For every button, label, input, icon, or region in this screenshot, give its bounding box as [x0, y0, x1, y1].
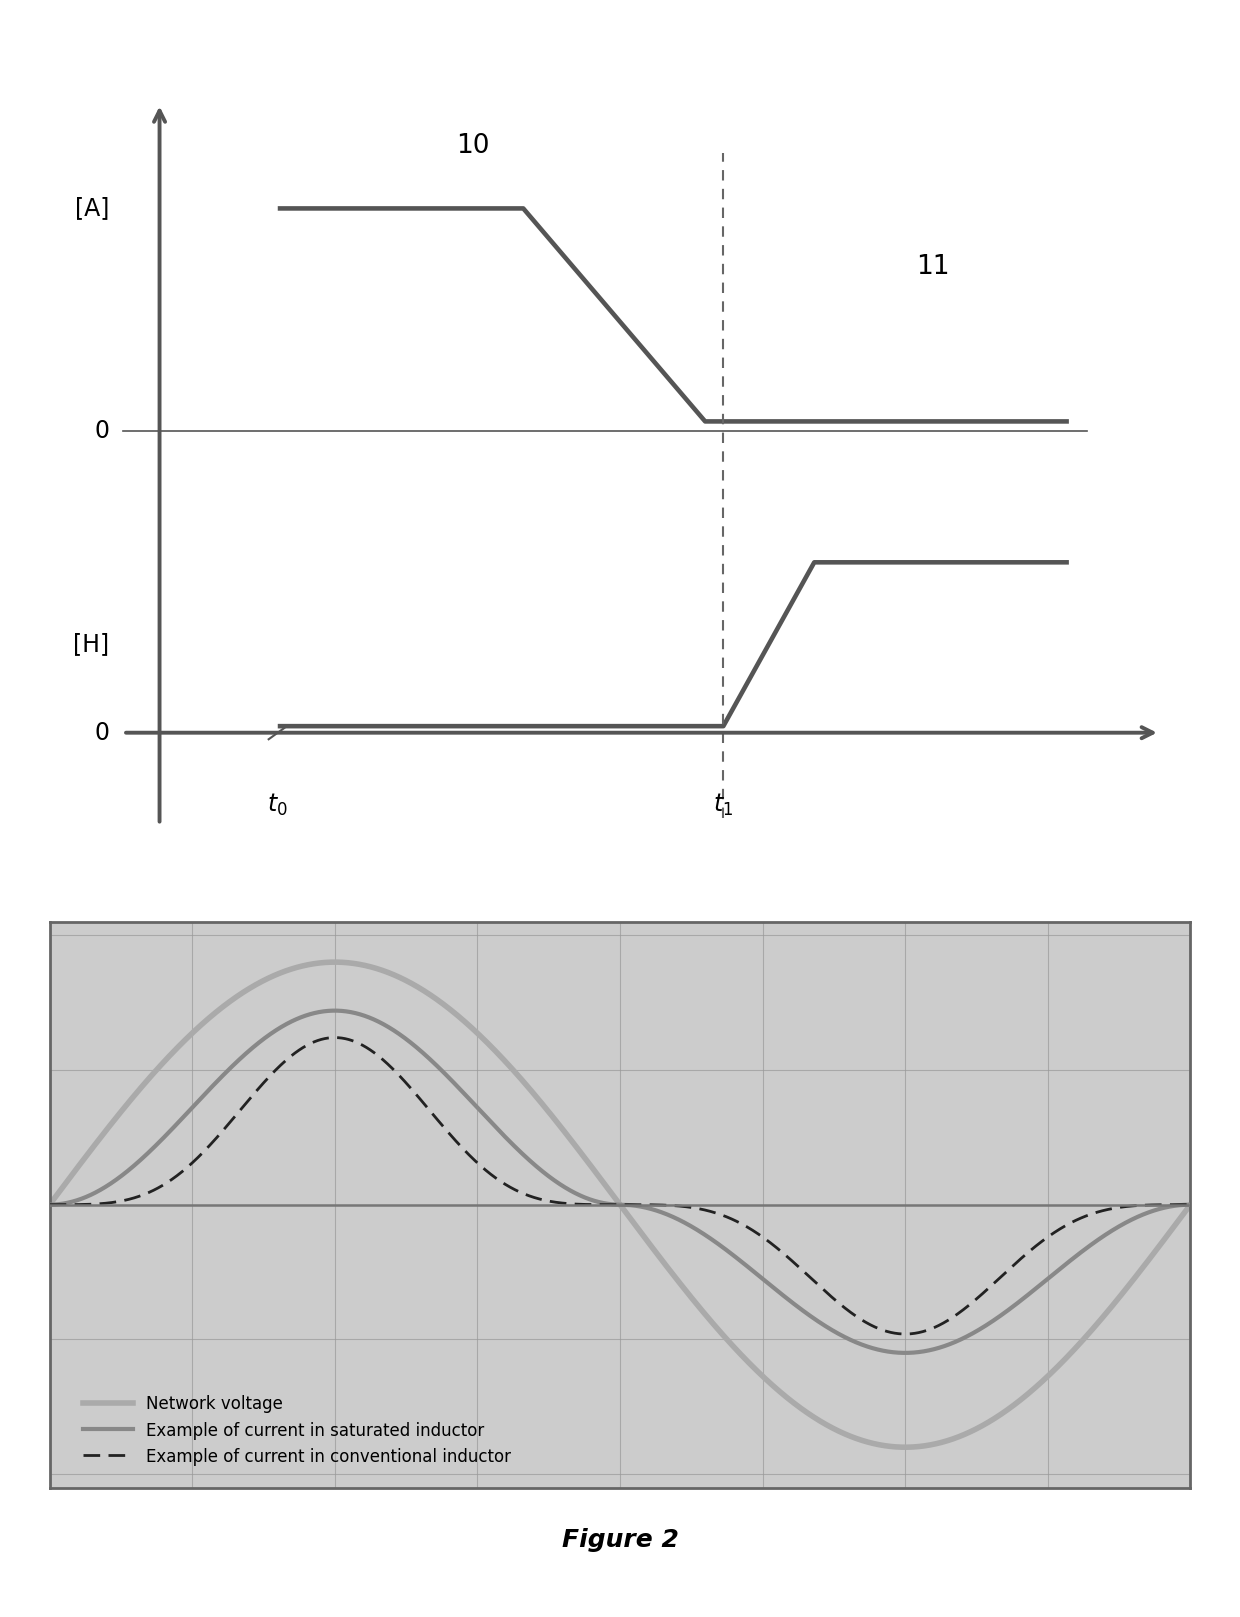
- Text: [A]: [A]: [76, 196, 109, 220]
- Text: $t_0$: $t_0$: [268, 792, 288, 818]
- Text: 11: 11: [915, 254, 950, 280]
- Text: 10: 10: [456, 133, 490, 158]
- Text: 0: 0: [94, 419, 109, 443]
- Text: Figure 2: Figure 2: [562, 1528, 678, 1552]
- Text: 0: 0: [94, 721, 109, 745]
- Text: $t_1$: $t_1$: [713, 792, 733, 818]
- Text: [H]: [H]: [73, 632, 109, 657]
- Legend: Network voltage, Example of current in saturated inductor, Example of current in: Network voltage, Example of current in s…: [69, 1383, 525, 1480]
